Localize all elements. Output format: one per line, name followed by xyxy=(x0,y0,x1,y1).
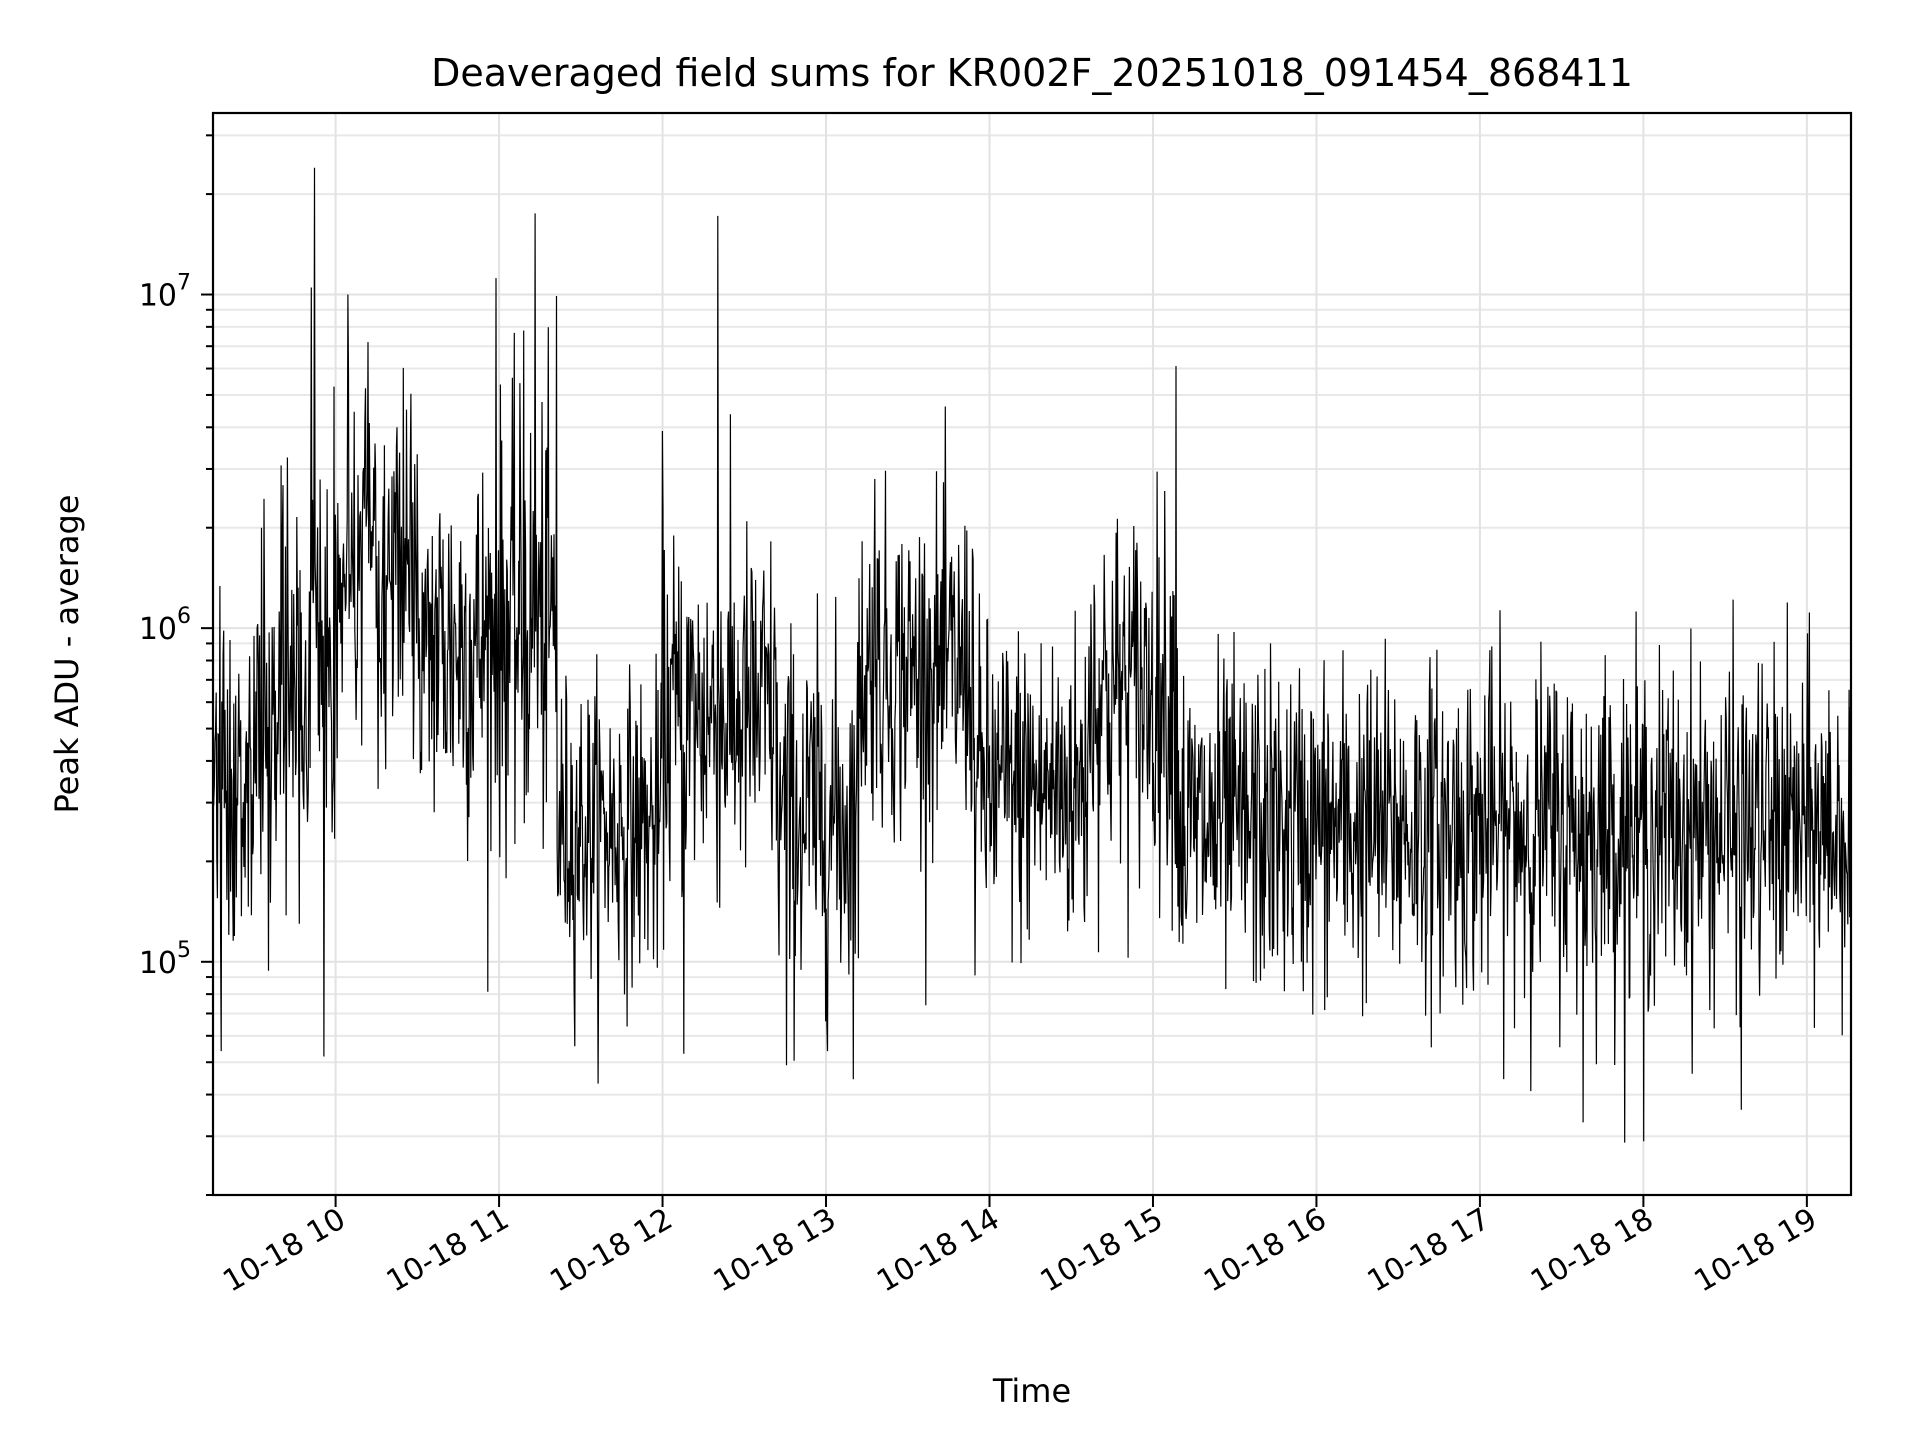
y-tick-label: 105 xyxy=(139,938,191,981)
x-tick-label: 10-18 11 xyxy=(381,1202,515,1300)
x-tick-label: 10-18 14 xyxy=(871,1202,1005,1300)
y-tick-label: 106 xyxy=(139,604,191,647)
y-tick-label: 107 xyxy=(139,271,191,314)
series-layer xyxy=(212,167,1852,1143)
x-tick-label: 10-18 17 xyxy=(1362,1202,1496,1300)
x-tick-label: 10-18 16 xyxy=(1198,1202,1332,1300)
y-axis-label: Peak ADU - average xyxy=(48,495,86,814)
x-tick-label: 10-18 15 xyxy=(1035,1202,1169,1300)
chart-title: Deaveraged field sums for KR002F_2025101… xyxy=(431,51,1633,95)
plot-frame xyxy=(211,111,1853,1197)
x-tick-label: 10-18 10 xyxy=(217,1202,351,1300)
x-tick-label: 10-18 19 xyxy=(1689,1202,1823,1300)
x-axis-label: Time xyxy=(992,1372,1071,1410)
x-tick-label: 10-18 18 xyxy=(1525,1202,1659,1300)
x-tick-label: 10-18 12 xyxy=(544,1202,678,1300)
series-line-peak-adu xyxy=(212,167,1852,1143)
x-tick-label: 10-18 13 xyxy=(708,1202,842,1300)
